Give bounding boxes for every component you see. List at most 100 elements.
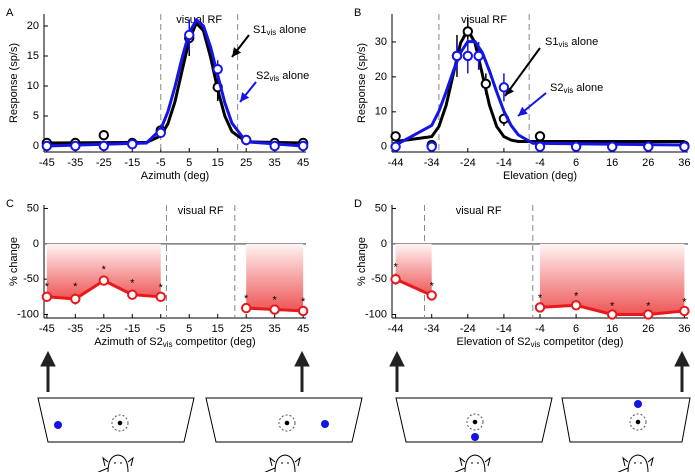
significance-mark: * <box>73 281 78 293</box>
significance-mark: * <box>130 278 135 290</box>
data-point <box>570 141 582 152</box>
data-point <box>480 78 492 90</box>
y-tick-label: -100 <box>17 308 39 320</box>
x-tick-label: -45 <box>39 323 55 335</box>
data-point <box>498 82 510 93</box>
x-tick-label: -45 <box>39 157 55 169</box>
y-tick-label: 10 <box>27 80 39 92</box>
x-tick-label: -24 <box>460 157 476 169</box>
stimulus-arrows <box>40 350 690 392</box>
x-tick-label: 25 <box>240 323 252 335</box>
fit-curve <box>46 17 304 148</box>
data-point <box>127 289 138 300</box>
x-tick-label: 5 <box>186 157 192 169</box>
x-tick-label: 35 <box>269 323 281 335</box>
y-tick-label: 50 <box>27 202 39 214</box>
significance-mark: * <box>102 264 107 276</box>
x-tick-label: -4 <box>535 323 545 335</box>
x-tick-label: 36 <box>678 323 690 335</box>
y-tick-label: 15 <box>27 50 39 62</box>
data-point <box>240 302 252 314</box>
y-tick-label: 10 <box>375 106 387 118</box>
x-tick-label: 36 <box>678 157 690 169</box>
x-tick-label: -35 <box>67 157 83 169</box>
data-point <box>98 140 110 152</box>
y-tick-label: -100 <box>365 308 387 320</box>
x-tick-label: -24 <box>460 323 476 335</box>
data-point <box>534 131 546 142</box>
x-axis-label: Azimuth (deg) <box>141 170 209 182</box>
y-tick-label: -50 <box>23 273 39 285</box>
significance-mark: * <box>646 300 651 312</box>
region-label: visual RF <box>461 14 507 26</box>
x-tick-label: -44 <box>388 323 404 335</box>
panel-letter: D <box>354 198 362 210</box>
x-axis-label: Azimuth of S2vis competitor (deg) <box>94 336 255 349</box>
x-tick-label: 45 <box>297 157 309 169</box>
x-tick-label: 45 <box>297 323 309 335</box>
region-label: visual RF <box>178 205 224 217</box>
data-point <box>390 131 401 142</box>
data-point <box>534 141 546 152</box>
data-point <box>390 141 401 152</box>
data-point <box>41 291 53 303</box>
label-arrow-head <box>240 92 250 102</box>
x-tick-label: -5 <box>156 157 166 169</box>
y-tick-label: 20 <box>375 71 387 83</box>
significance-mark: * <box>682 297 687 309</box>
x-tick-label: -15 <box>124 323 140 335</box>
data-point <box>297 305 309 317</box>
label-arrow <box>504 47 541 97</box>
series-label: S2vis alone <box>550 82 603 95</box>
significance-mark: * <box>574 290 579 302</box>
x-tick-label: -34 <box>424 157 440 169</box>
x-tick-label: -15 <box>124 157 140 169</box>
series-label: S1vis alone <box>545 36 598 49</box>
significance-mark: * <box>610 300 615 312</box>
data-point <box>462 50 474 62</box>
x-tick-label: 6 <box>573 323 579 335</box>
data-point <box>98 130 110 141</box>
significance-mark: * <box>393 261 398 273</box>
x-tick-label: 15 <box>212 323 224 335</box>
panel-letter: B <box>354 7 361 19</box>
data-point <box>451 50 463 62</box>
data-point <box>606 309 618 320</box>
x-tick-label: -35 <box>67 323 83 335</box>
panel-letter: C <box>6 198 14 210</box>
data-point <box>212 64 223 75</box>
y-tick-label: 0 <box>33 140 39 152</box>
data-point <box>70 140 81 152</box>
data-point <box>643 141 654 152</box>
y-tick-label: 50 <box>375 202 387 214</box>
y-tick-label: 0 <box>381 141 387 153</box>
y-tick-label: 0 <box>381 238 387 250</box>
x-tick-label: 25 <box>240 157 252 169</box>
x-axis-label: Elevation (deg) <box>503 170 577 182</box>
series-label: S1vis alone <box>253 24 306 37</box>
x-tick-label: -5 <box>156 323 166 335</box>
suppression-shade <box>246 243 304 311</box>
suppression-shade <box>46 243 161 299</box>
series-label: S2vis alone <box>256 70 309 83</box>
significance-mark: * <box>244 293 249 305</box>
data-point <box>269 304 280 315</box>
significance-mark: * <box>273 295 278 307</box>
data-point <box>269 140 280 152</box>
panel-letter: A <box>6 7 14 19</box>
region-label: visual RF <box>176 14 222 26</box>
data-point <box>606 141 618 152</box>
data-point <box>534 302 546 313</box>
y-tick-label: 0 <box>33 238 39 250</box>
data-point <box>155 127 166 139</box>
x-tick-label: -14 <box>496 157 512 169</box>
significance-mark: * <box>430 280 435 292</box>
x-axis-label: Elevation of S2vis competitor (deg) <box>457 336 624 349</box>
suppression-shade <box>540 243 685 315</box>
data-point <box>426 141 437 152</box>
significance-mark: * <box>538 292 543 304</box>
y-axis-label: Response (sp/s) <box>8 43 20 123</box>
data-point <box>41 140 53 152</box>
data-point <box>426 290 437 301</box>
